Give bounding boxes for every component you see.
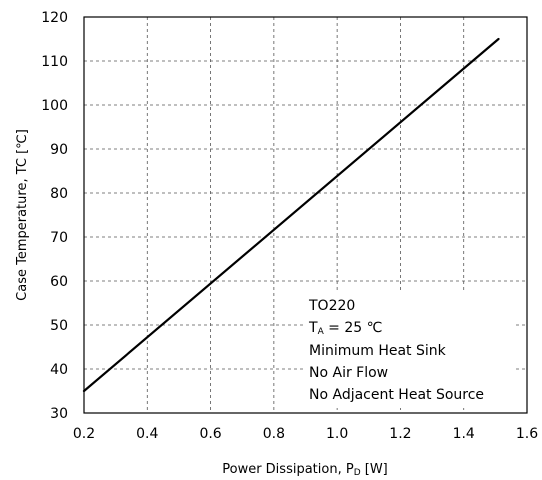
y-tick-label: 80 <box>50 186 68 202</box>
annotation-box: TO220 TA = 25 ℃ Minimum Heat Sink No Air… <box>303 290 515 408</box>
y-tick-label: 40 <box>50 362 68 378</box>
x-tick-label: 1.4 <box>453 426 475 442</box>
x-tick-labels: 0.2 0.4 0.6 0.8 1.0 1.2 1.4 1.6 <box>73 426 538 442</box>
y-tick-label: 100 <box>41 98 68 114</box>
annotation-line-1: TO220 <box>308 298 355 314</box>
x-tick-label: 1.2 <box>389 426 411 442</box>
annotation-line-2: TA = 25 ℃ <box>308 320 382 337</box>
annotation-line-3: Minimum Heat Sink <box>309 343 447 359</box>
annotation-line-4: No Air Flow <box>309 365 388 381</box>
y-tick-label: 50 <box>50 318 68 334</box>
y-tick-label: 110 <box>41 54 68 70</box>
x-tick-label: 1.0 <box>326 426 348 442</box>
x-tick-label: 0.8 <box>263 426 285 442</box>
y-tick-label: 70 <box>50 230 68 246</box>
annotation-background <box>303 290 515 408</box>
y-tick-label: 60 <box>50 274 68 290</box>
series-group <box>82 37 500 393</box>
annotation-line-5: No Adjacent Heat Source <box>309 387 484 403</box>
x-axis-label: Power Dissipation, PD [W] <box>222 462 388 478</box>
y-axis-label: Case Temperature, TC [℃] <box>15 129 30 301</box>
x-tick-label: 0.6 <box>199 426 221 442</box>
plot-frame <box>83 16 528 414</box>
series-line <box>82 37 500 393</box>
y-tick-label: 30 <box>50 406 68 422</box>
y-tick-label: 120 <box>41 10 68 26</box>
x-tick-label: 0.4 <box>136 426 158 442</box>
x-tick-label: 1.6 <box>516 426 538 442</box>
y-tick-label: 90 <box>50 142 68 158</box>
grid <box>84 17 527 413</box>
y-tick-labels: 30 40 50 60 70 80 90 100 110 120 <box>41 10 68 422</box>
x-tick-label: 0.2 <box>73 426 95 442</box>
